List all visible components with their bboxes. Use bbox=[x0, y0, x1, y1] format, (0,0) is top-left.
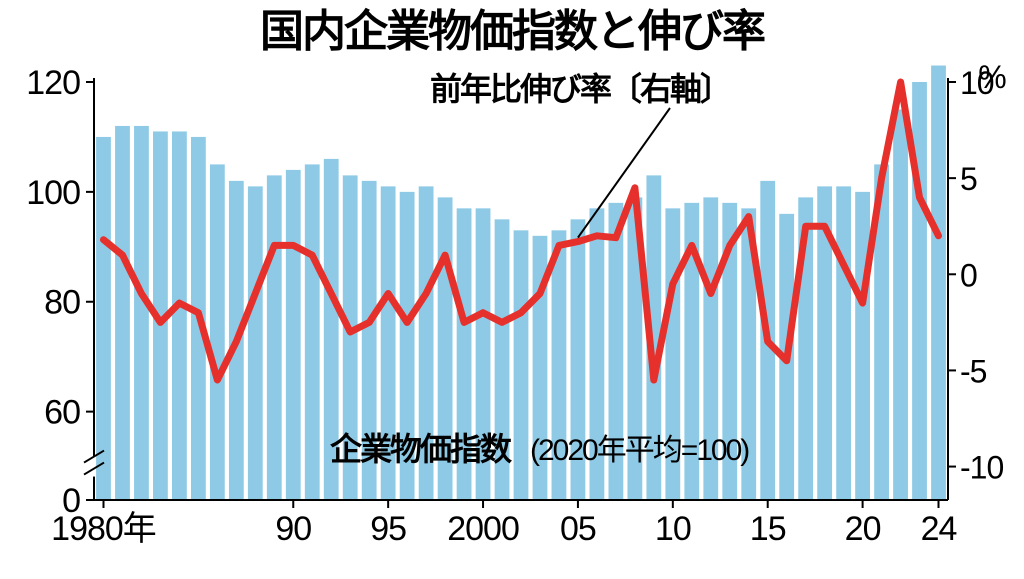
y-tick-label-left: 100 bbox=[26, 174, 80, 212]
chart-title: 国内企業物価指数と伸び率 bbox=[260, 7, 765, 56]
bar bbox=[115, 126, 130, 500]
y-tick-label-right: 5 bbox=[960, 161, 977, 197]
bar bbox=[305, 164, 320, 500]
bar bbox=[514, 230, 529, 500]
bar bbox=[96, 137, 111, 500]
bar-series-sublabel: (2020年平均=100) bbox=[530, 434, 749, 467]
x-tick-label: 10 bbox=[655, 510, 691, 548]
bar bbox=[210, 164, 225, 500]
y-tick-label-right: 0 bbox=[960, 257, 977, 293]
bar bbox=[893, 109, 908, 500]
line-series-label: 前年比伸び率〔右軸〕 bbox=[430, 71, 730, 107]
y-tick-label-left: 60 bbox=[44, 394, 80, 432]
bar bbox=[248, 186, 263, 500]
bar bbox=[172, 131, 187, 500]
right-axis-unit: % bbox=[978, 59, 1006, 95]
x-tick-label: 90 bbox=[275, 510, 311, 548]
bar bbox=[836, 186, 851, 500]
x-tick-label: 05 bbox=[560, 510, 596, 548]
y-tick-label-left: 120 bbox=[26, 64, 80, 102]
y-tick-label-right: -10 bbox=[960, 450, 1003, 486]
bar bbox=[931, 66, 946, 500]
chart-svg: 06080100120-10-50510%1980年90952000051015… bbox=[0, 0, 1024, 579]
x-tick-label: 1980年 bbox=[51, 510, 156, 548]
bar bbox=[267, 175, 282, 500]
y-tick-label-right: -5 bbox=[960, 353, 987, 389]
bar bbox=[286, 170, 301, 500]
bar bbox=[134, 126, 149, 500]
x-tick-label: 95 bbox=[370, 510, 406, 548]
bar-series-label: 企業物価指数 bbox=[330, 431, 513, 467]
chart-container: 06080100120-10-50510%1980年90952000051015… bbox=[0, 0, 1024, 579]
bars-group bbox=[96, 66, 946, 500]
x-tick-label: 15 bbox=[750, 510, 786, 548]
x-tick-label: 20 bbox=[845, 510, 881, 548]
x-tick-label: 2000 bbox=[447, 510, 519, 548]
x-tick-label: 24 bbox=[921, 510, 957, 548]
bar bbox=[855, 192, 870, 500]
y-tick-label-left: 80 bbox=[44, 284, 80, 322]
